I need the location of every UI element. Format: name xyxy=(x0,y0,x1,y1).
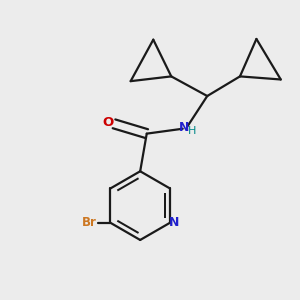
Text: H: H xyxy=(188,126,196,136)
Text: N: N xyxy=(169,216,180,229)
Text: O: O xyxy=(103,116,114,129)
Text: N: N xyxy=(179,121,189,134)
Text: Br: Br xyxy=(82,216,97,229)
